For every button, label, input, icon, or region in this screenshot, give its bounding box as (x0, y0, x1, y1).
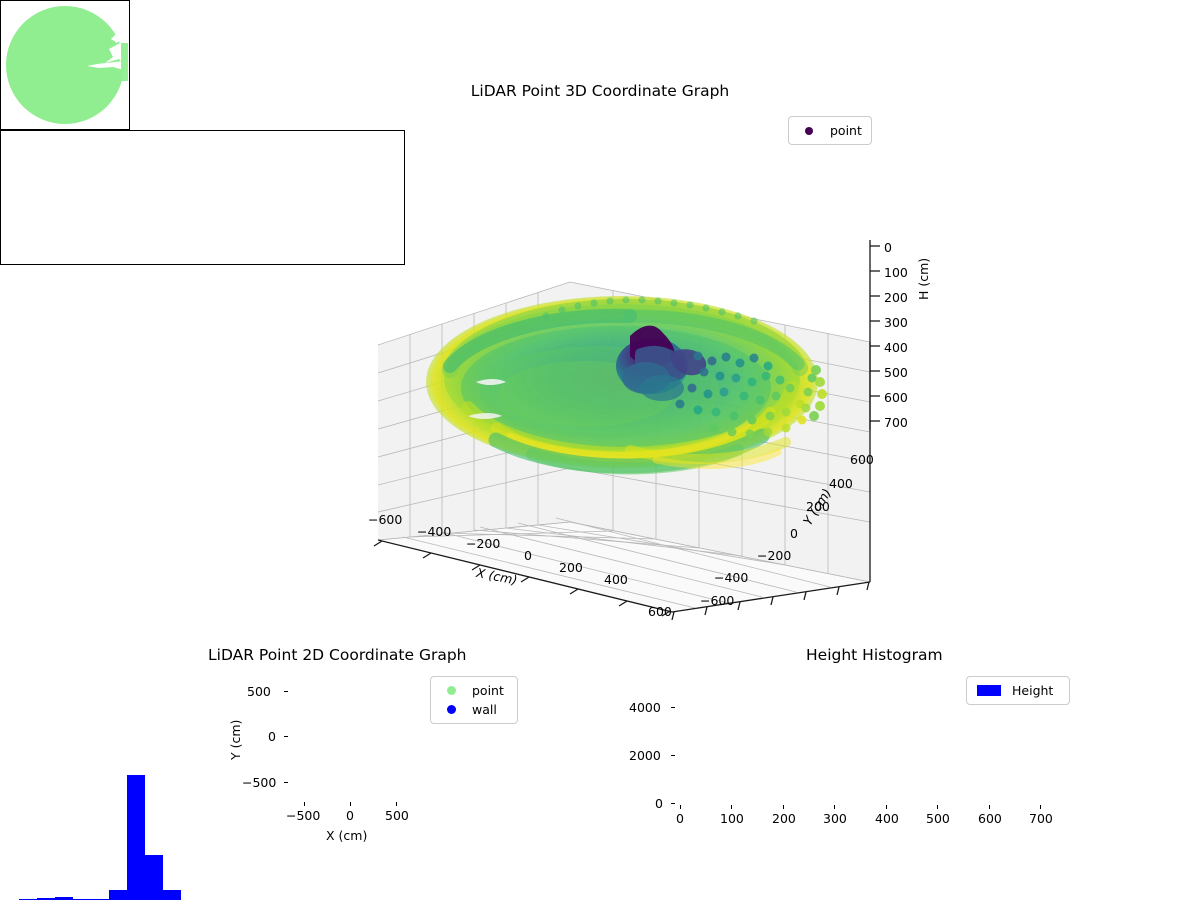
hist-x-tick-label: 0 (676, 811, 684, 826)
x-tick-label: −400 (417, 524, 452, 539)
x-tick-label: 0 (524, 548, 532, 563)
legend-label-height: Height (1012, 683, 1054, 698)
x-axis-ticks (373, 540, 671, 617)
x-tickmark (304, 802, 306, 806)
x-tick-label: 0 (346, 808, 354, 823)
legend-histogram[interactable]: Height (966, 676, 1070, 705)
legend-item-height[interactable]: Height (974, 681, 1062, 700)
x-tickmark (886, 805, 888, 809)
x-tick-label: −600 (368, 512, 403, 527)
wall-marker-icon (438, 705, 464, 714)
y-tickmark (284, 736, 288, 738)
y-tick-label: 500 (247, 684, 271, 699)
y-tick-label: −500 (242, 775, 277, 790)
x-tickmark (1040, 805, 1042, 809)
x-tick-label: 200 (559, 560, 583, 575)
hist-y-tick-label: 4000 (629, 700, 661, 715)
legend-2d[interactable]: point wall (430, 676, 518, 724)
disc-right-sliver (121, 43, 128, 81)
z-tick-label: 0 (884, 240, 892, 255)
legend-label-point: point (472, 683, 504, 698)
y-tickmark (284, 691, 288, 693)
hist-x-tick-label: 500 (926, 811, 950, 826)
y-tick-label: −600 (700, 593, 735, 608)
z-tick-label: 700 (884, 415, 908, 430)
x-tickmark (396, 802, 398, 806)
x-tick-label: −500 (286, 808, 321, 823)
z-tick-label: 500 (884, 365, 908, 380)
x-tickmark (834, 805, 836, 809)
y-tickmark (671, 803, 675, 805)
plot-2d-lidar[interactable] (0, 0, 130, 130)
legend-label-wall: wall (472, 702, 497, 717)
y-tick-label: 0 (268, 729, 276, 744)
z-tick-label: 400 (884, 340, 908, 355)
hist-x-tick-label: 100 (720, 811, 744, 826)
x-tick-label: −200 (466, 536, 501, 551)
z-tick-label: 200 (884, 290, 908, 305)
disc-gap-mid (87, 61, 124, 70)
point-marker-icon (438, 686, 464, 695)
point-cloud-3d (426, 296, 827, 475)
disc-gap-top (111, 31, 123, 43)
x-tickmark (731, 805, 733, 809)
hist-x-tick-label: 700 (1029, 811, 1053, 826)
hist-y-tick-label: 0 (655, 796, 663, 811)
hist-x-tick-label: 400 (875, 811, 899, 826)
x-tick-label: 400 (604, 572, 628, 587)
y-tick-label: 600 (850, 452, 874, 467)
z-tick-label: 300 (884, 315, 908, 330)
height-patch-icon (974, 685, 1004, 696)
y-tick-label: −400 (714, 570, 749, 585)
x-tickmark (989, 805, 991, 809)
legend-label-point: point (830, 123, 862, 138)
y-tick-label: 0 (790, 526, 798, 541)
plot-2d-title: LiDAR Point 2D Coordinate Graph (208, 646, 467, 664)
x-tick-label: 500 (385, 808, 409, 823)
page-title: LiDAR Point 3D Coordinate Graph (470, 82, 730, 100)
y-tickmark (671, 755, 675, 757)
legend-item-wall[interactable]: wall (438, 700, 510, 719)
grid-floor (377, 517, 871, 609)
legend-3d[interactable]: point (788, 116, 872, 145)
y-tickmark (284, 782, 288, 784)
hist-x-tick-label: 300 (823, 811, 847, 826)
y-axis-ticks (671, 581, 870, 620)
legend-item-point[interactable]: point (438, 681, 510, 700)
z-tick-label: 100 (884, 265, 908, 280)
x-tickmark (937, 805, 939, 809)
x-tick-label: 600 (648, 604, 672, 619)
y-tick-label: −200 (757, 548, 792, 563)
pane-floor (378, 522, 870, 612)
y-tickmark (671, 707, 675, 709)
hist-x-tick-label: 200 (772, 811, 796, 826)
x-tickmark (680, 805, 682, 809)
point-marker-icon (796, 126, 822, 135)
y-tick-label: 200 (806, 499, 830, 514)
disc-gap-upper (105, 41, 124, 65)
y-tick-label: 400 (829, 476, 853, 491)
point-disc (6, 6, 124, 124)
legend-item-point[interactable]: point (796, 121, 864, 140)
plot-2d-x-label: X (cm) (326, 828, 368, 843)
z-tick-label: 600 (884, 390, 908, 405)
hist-y-tick-label: 2000 (629, 748, 661, 763)
x-tickmark (350, 802, 352, 806)
z-axis-ticks (870, 245, 880, 422)
plot-3d-lidar[interactable] (300, 120, 940, 620)
histogram-title: Height Histogram (806, 646, 943, 664)
hist-x-tick-label: 600 (978, 811, 1002, 826)
x-tickmark (783, 805, 785, 809)
